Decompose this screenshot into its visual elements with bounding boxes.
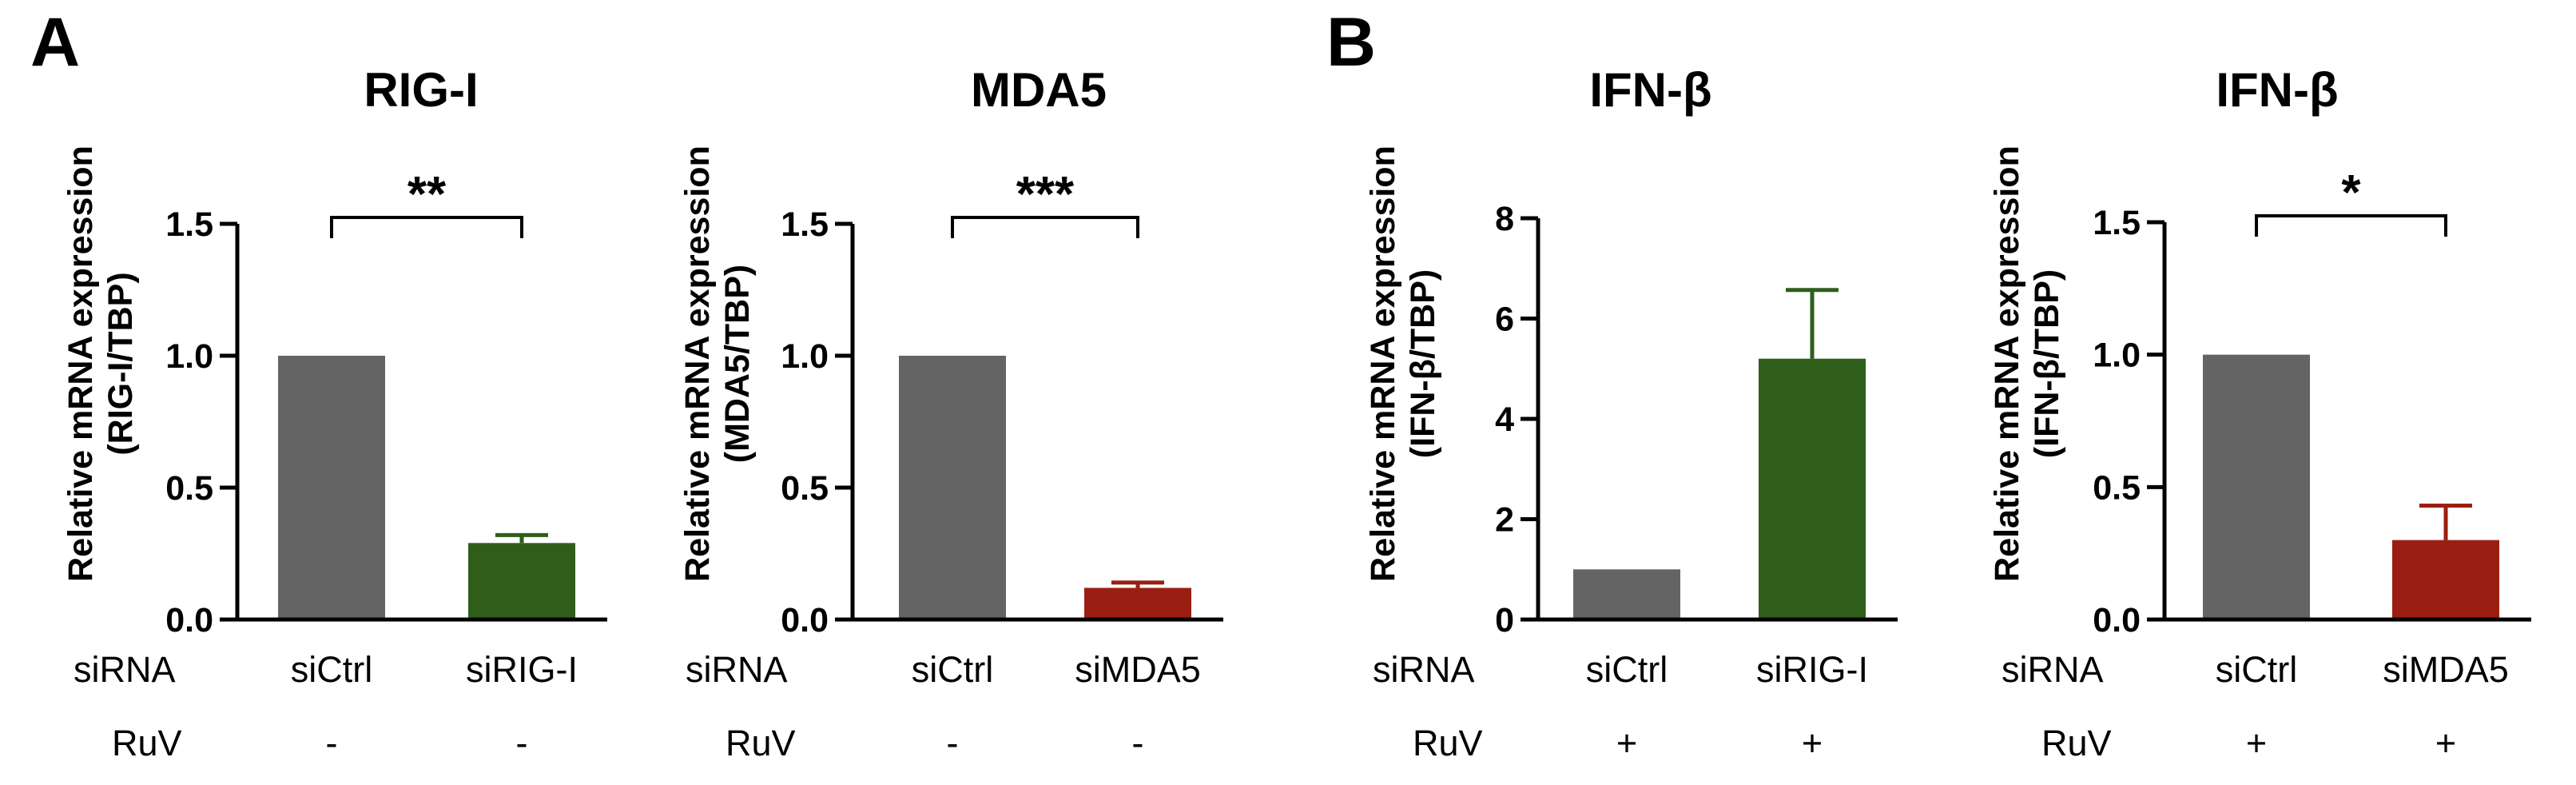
chart-4-row-label-sirna: siRNA bbox=[2002, 649, 2104, 690]
chart-4-ruv-symbol-2: + bbox=[2435, 723, 2456, 763]
chart-1-significance-label: ** bbox=[407, 167, 447, 222]
chart-1-y-tick-label-4: 1.5 bbox=[165, 205, 213, 244]
chart-3-ruv-symbol-2: + bbox=[1802, 723, 1823, 763]
chart-2-ruv-symbol-1: - bbox=[947, 723, 959, 763]
chart-1-ruv-symbol-1: - bbox=[326, 723, 338, 763]
chart-3-bar-2 bbox=[1759, 358, 1866, 620]
chart-4-ylabel-line-2: (IFN-β/TBP) bbox=[2028, 269, 2066, 458]
chart-4-bar-1 bbox=[2203, 354, 2310, 620]
chart-1-row-label-ruv: RuV bbox=[112, 723, 182, 763]
chart-2-bar-2 bbox=[1084, 588, 1191, 620]
chart-3-y-tick-label-2: 2 bbox=[1495, 501, 1514, 540]
chart-2-y-tick-label-1: 0.0 bbox=[781, 601, 829, 640]
chart-3-row-label-ruv: RuV bbox=[1413, 723, 1483, 763]
chart-3-y-tick-label-4: 6 bbox=[1495, 301, 1514, 339]
chart-3-y-tick-label-3: 4 bbox=[1495, 400, 1514, 439]
chart-1-bar-1 bbox=[278, 356, 385, 620]
chart-1-row-label-sirna: siRNA bbox=[74, 649, 176, 690]
chart-3-row-label-sirna: siRNA bbox=[1373, 649, 1475, 690]
chart-2-y-tick-label-4: 1.5 bbox=[781, 205, 829, 244]
chart-1-bar-2 bbox=[468, 543, 575, 620]
panel-letter-b: B bbox=[1326, 4, 1376, 81]
chart-1-ruv-symbol-2: - bbox=[516, 723, 528, 763]
chart-2-ruv-symbol-2: - bbox=[1132, 723, 1144, 763]
chart-4-category-label-2: siMDA5 bbox=[2383, 649, 2509, 690]
chart-2-bar-1 bbox=[899, 356, 1006, 620]
chart-1-y-tick-label-2: 0.5 bbox=[165, 469, 213, 508]
chart-2-ylabel-line-2: (MDA5/TBP) bbox=[718, 265, 757, 463]
chart-marks: siCtrl - siRIG-I - 0.0 0.5 1.0 1.5 ** siCtrl - siMD… bbox=[165, 165, 2531, 763]
chart-1-category-label-2: siRIG-I bbox=[466, 649, 578, 690]
chart-4-bar-2 bbox=[2392, 540, 2499, 620]
chart-2-row-label-ruv: RuV bbox=[725, 723, 796, 763]
chart-4-y-tick-label-4: 1.5 bbox=[2093, 204, 2141, 242]
chart-3-ylabel-line-2: (IFN-β/TBP) bbox=[1404, 269, 1442, 458]
chart-3-y-tick-label-1: 0 bbox=[1495, 601, 1514, 640]
chart-2-y-tick-label-2: 0.5 bbox=[781, 469, 829, 508]
chart-1-category-label-1: siCtrl bbox=[291, 649, 372, 690]
chart-2-title: MDA5 bbox=[971, 63, 1107, 117]
chart-1-y-tick-label-3: 1.0 bbox=[165, 337, 213, 376]
chart-4-significance-bracket bbox=[2255, 214, 2447, 237]
chart-4-y-tick-label-1: 0.0 bbox=[2093, 601, 2141, 640]
chart-2-ylabel-line-1: Relative mRNA expression bbox=[678, 145, 717, 582]
chart-4-significance-label: * bbox=[2341, 165, 2361, 221]
chart-4-ylabel-line-1: Relative mRNA expression bbox=[1988, 145, 2026, 582]
chart-3-category-label-1: siCtrl bbox=[1586, 649, 1668, 690]
chart-3-ruv-symbol-1: + bbox=[1616, 723, 1637, 763]
chart-4-ruv-symbol-1: + bbox=[2246, 723, 2267, 763]
chart-2-significance-bracket bbox=[951, 216, 1139, 238]
chart-4-y-tick-label-2: 0.5 bbox=[2093, 468, 2141, 507]
chart-2-y-tick-label-3: 1.0 bbox=[781, 337, 829, 376]
chart-3-category-label-2: siRIG-I bbox=[1756, 649, 1868, 690]
chart-4-row-label-ruv: RuV bbox=[2041, 723, 2112, 763]
chart-2-category-label-2: siMDA5 bbox=[1075, 649, 1201, 690]
chart-1-ylabel-line-2: (RIG-I/TBP) bbox=[101, 272, 140, 455]
chart-3-y-tick-label-5: 8 bbox=[1495, 200, 1514, 238]
chart-1-significance-bracket bbox=[330, 216, 523, 238]
chart-1-title: RIG-I bbox=[364, 63, 478, 117]
chart-4-y-tick-label-3: 1.0 bbox=[2093, 337, 2141, 375]
chart-1-ylabel-line-1: Relative mRNA expression bbox=[62, 145, 100, 582]
chart-2-row-label-sirna: siRNA bbox=[686, 649, 788, 690]
chart-2-category-label-1: siCtrl bbox=[912, 649, 993, 690]
chart-4-category-label-1: siCtrl bbox=[2216, 649, 2297, 690]
chart-3-bar-1 bbox=[1573, 569, 1680, 620]
chart-3-ylabel-line-1: Relative mRNA expression bbox=[1364, 145, 1402, 582]
chart-1-y-tick-label-1: 0.0 bbox=[165, 601, 213, 640]
panel-letter-a: A bbox=[30, 4, 80, 81]
chart-3-title: IFN-β bbox=[1589, 63, 1711, 117]
chart-2-significance-label: *** bbox=[1016, 167, 1075, 222]
chart-4-title: IFN-β bbox=[2216, 63, 2338, 117]
